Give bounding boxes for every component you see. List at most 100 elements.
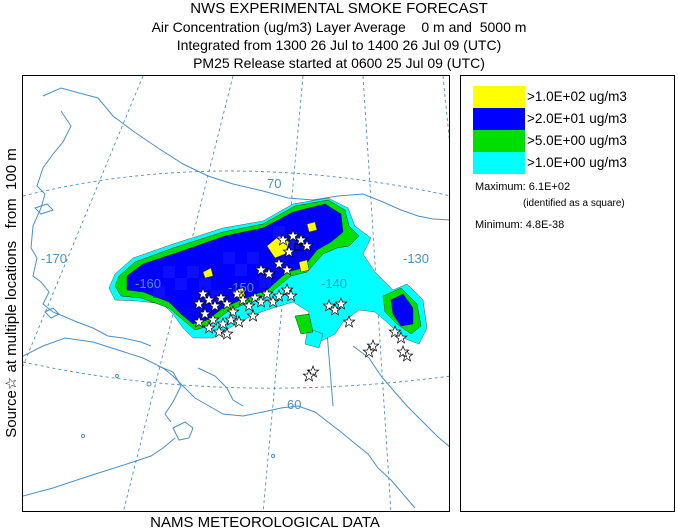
legend-max-note: (identified as a square) [523,198,625,209]
source-star-icon [362,345,376,358]
label-lon-160: -160 [135,276,161,291]
met-data-footer: NAMS METEOROLOGICAL DATA [150,514,380,531]
plume-blue-texture [153,226,297,302]
source-star-icon [226,305,240,318]
legend-swatch [473,86,525,108]
island [271,454,275,458]
legend-item-green: >5.0E+00 ug/m3 [473,130,673,152]
source-star-icon [254,263,268,276]
source-star-icon [220,297,234,310]
aleutian-chain [23,437,176,497]
source-star-icon [334,297,348,310]
source-star-icon [202,321,216,334]
source-star-icon [248,291,262,304]
legend-label: >2.0E+01 ug/m3 [527,111,627,126]
meridian-130 [442,76,449,141]
source-side-label: Source☆ at multiple locations from 100 m [3,148,20,438]
kodiak-island [172,421,194,441]
source-star-icon [232,315,246,328]
legend-minimum: Minimum: 4.8E-38 [475,219,565,231]
legend-item-blue: >2.0E+01 ug/m3 [473,108,673,130]
source-star-icon [294,233,308,246]
source-star-icon [236,293,250,306]
meridian-150 [262,76,304,511]
inner-bay [197,367,244,407]
island [81,434,85,438]
source-star-icon [300,239,314,252]
integration-period: Integrated from 1300 26 Jul to 1400 26 J… [176,37,502,53]
island [115,374,119,378]
southeast-coast [352,345,449,447]
legend-swatch [473,152,525,174]
label-lon-170: -170 [41,251,67,266]
alaska-north-coast [42,87,449,221]
smoke-map: -170 -160 -150 -140 -130 70 60 [23,76,449,511]
legend-label: >1.0E+02 ug/m3 [527,89,627,104]
source-side-label-box: Source☆ at multiple locations from 100 m [0,75,22,512]
forecast-title: NWS EXPERIMENTAL SMOKE FORECAST [190,0,488,17]
label-lat-60: 60 [287,397,301,412]
source-star-icon [284,289,298,302]
legend-swatch [473,130,525,152]
label-lon-130: -130 [403,251,429,266]
source-star-icon [192,315,206,328]
source-star-icon [272,257,286,270]
source-stars [192,229,414,382]
source-star-icon [230,287,244,300]
legend-panel: >1.0E+02 ug/m3 >2.0E+01 ug/m3 >5.0E+00 u… [460,75,675,512]
parallel-70 [23,170,449,197]
label-lon-140: -140 [321,276,347,291]
label-lon-150: -150 [228,280,254,295]
source-star-icon [388,325,402,338]
st-lawrence [34,203,54,215]
source-star-icon [276,233,290,246]
source-star-icon [216,317,230,330]
source-star-icon [260,287,274,300]
label-lat-70: 70 [267,176,281,191]
source-star-icon [242,299,256,312]
smoke-map-panel: -170 -160 -150 -140 -130 70 60 [22,75,450,512]
source-star-icon [342,315,356,328]
legend-item-cyan: >1.0E+00 ug/m3 [473,152,673,174]
source-star-icon [246,309,260,322]
alaska-southwest-coast [23,337,416,509]
source-star-icon [262,267,276,280]
source-star-icon [254,295,268,308]
source-star-icon [366,339,380,352]
source-star-icon [220,327,234,340]
release-start: PM25 Release started at 0600 25 Jul 09 (… [193,55,485,71]
legend-label: >5.0E+00 ug/m3 [527,133,627,148]
source-star-icon [280,283,294,296]
legend-swatch [473,108,525,130]
source-star-icon [272,289,286,302]
source-star-icon [302,369,316,382]
source-star-icon [206,313,220,326]
island [146,381,152,387]
source-star-icon [396,345,410,358]
islands [81,374,275,458]
legend-label: >1.0E+00 ug/m3 [527,155,627,170]
source-star-icon [224,313,238,326]
coastline [23,87,449,509]
concentration-subtitle: Air Concentration (ug/m3) Layer Average … [151,19,527,35]
source-star-icon [214,291,228,304]
source-star-icon [394,331,408,344]
parallel-60 [23,361,449,389]
alaska-west-coast [30,110,152,347]
source-star-icon [192,297,206,310]
source-star-icon [282,245,296,258]
meridian-170 [23,76,144,367]
legend-item-yellow: >1.0E+02 ug/m3 [473,86,673,108]
legend-maximum: Maximum: 6.1E+02 [475,181,571,193]
source-star-icon [212,325,226,338]
grid-labels: -170 -160 -150 -140 -130 70 60 [41,176,429,412]
source-star-icon [202,293,216,306]
peninsula-coast [157,365,182,423]
source-star-icon [322,299,336,312]
source-star-icon [196,287,210,300]
source-star-icon [280,263,294,276]
source-star-icon [198,307,212,320]
source-star-icon [208,299,222,312]
nunivak [44,307,60,319]
source-star-icon [286,229,300,242]
